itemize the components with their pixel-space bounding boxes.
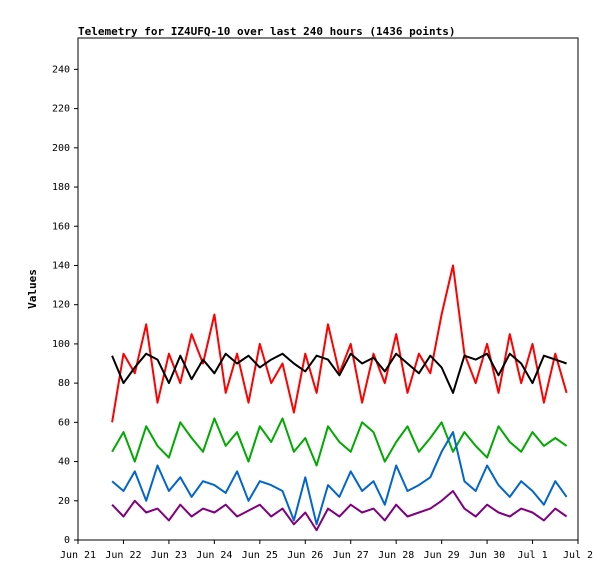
series-line-2	[111, 352, 567, 394]
series-line-3	[111, 417, 568, 467]
series-line-4	[111, 431, 568, 526]
y-tick-label: 180	[52, 182, 70, 193]
y-tick-label: 40	[58, 457, 70, 468]
x-tick-label: Jun 25	[242, 550, 278, 561]
y-tick-label: 120	[52, 300, 70, 311]
y-tick-label: 220	[52, 104, 70, 115]
x-axis: Jun 21 Jun 22 Jun 23 Jun 24 Jun 25 Jun 26 Jun …	[60, 540, 593, 561]
series-line-5	[111, 490, 568, 532]
y-tick-label: 160	[52, 221, 70, 232]
y-tick-label: 60	[58, 417, 70, 428]
x-tick-label: Jun 24	[196, 550, 232, 561]
chart-title: Telemetry for IZ4UFQ-10 over last 240 ho…	[78, 25, 456, 38]
x-tick-label: Jun 30	[469, 550, 505, 561]
series-layer	[111, 264, 568, 532]
series-line-1	[111, 264, 568, 423]
x-tick-label: Jul 1	[517, 550, 547, 561]
y-tick-label: 100	[52, 339, 70, 350]
plot-area-frame	[77, 37, 579, 541]
x-tick-label: Jun 28	[378, 550, 414, 561]
y-tick-label: 140	[52, 260, 70, 271]
x-tick-label: Jun 22	[105, 550, 141, 561]
x-tick-label: Jul 2	[563, 550, 593, 561]
x-tick-label: Jun 27	[333, 550, 369, 561]
y-axis-label: Values	[26, 269, 39, 309]
y-tick-label: 240	[52, 64, 70, 75]
y-tick-label: 20	[58, 496, 70, 507]
y-tick-label: 80	[58, 378, 70, 389]
y-tick-label: 0	[64, 535, 70, 546]
x-tick-label: Jun 29	[424, 550, 460, 561]
x-tick-label: Jun 23	[151, 550, 187, 561]
y-axis: 0 20 40 60 80 100 120 140 160 180 200 220 240	[52, 64, 78, 546]
x-tick-label: Jun 21	[60, 550, 96, 561]
y-tick-label: 200	[52, 143, 70, 154]
x-tick-label: Jun 26	[287, 550, 323, 561]
